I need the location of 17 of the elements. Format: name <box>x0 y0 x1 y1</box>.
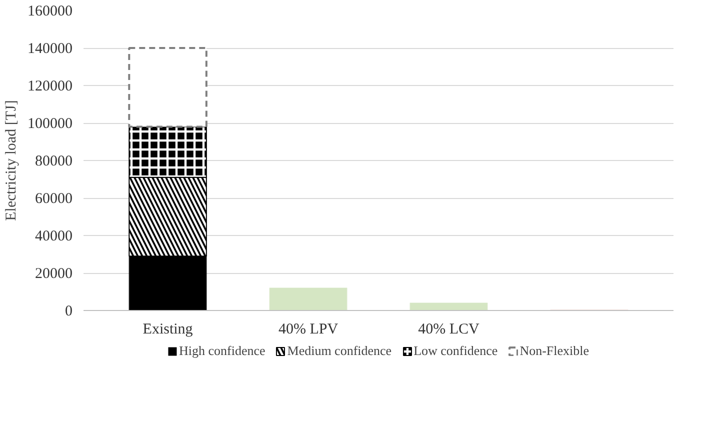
y-tick-label: 160000 <box>28 4 72 20</box>
legend-label: Low confidence <box>414 343 498 359</box>
y-axis-title: Electricity load [TJ] <box>4 100 20 221</box>
y-tick-label: 40000 <box>35 228 72 244</box>
y-tick-label: 0 <box>65 304 72 320</box>
y-tick-label: 120000 <box>28 78 72 94</box>
y-tick-label: 60000 <box>35 191 72 207</box>
legend-label: High confidence <box>178 343 266 359</box>
y-tick-label: 20000 <box>35 266 72 282</box>
x-tick-label: Existing <box>142 322 194 338</box>
y-tick-label: 140000 <box>28 41 72 57</box>
legend-label: Medium confidence <box>287 343 392 359</box>
x-tick-label: 40% LCV <box>418 322 480 338</box>
y-tick-label: 100000 <box>28 116 72 132</box>
legend-label: Non-Flexible <box>520 343 590 359</box>
y-tick-label: 80000 <box>35 154 72 170</box>
x-tick-label: 40% LPV <box>278 322 338 338</box>
